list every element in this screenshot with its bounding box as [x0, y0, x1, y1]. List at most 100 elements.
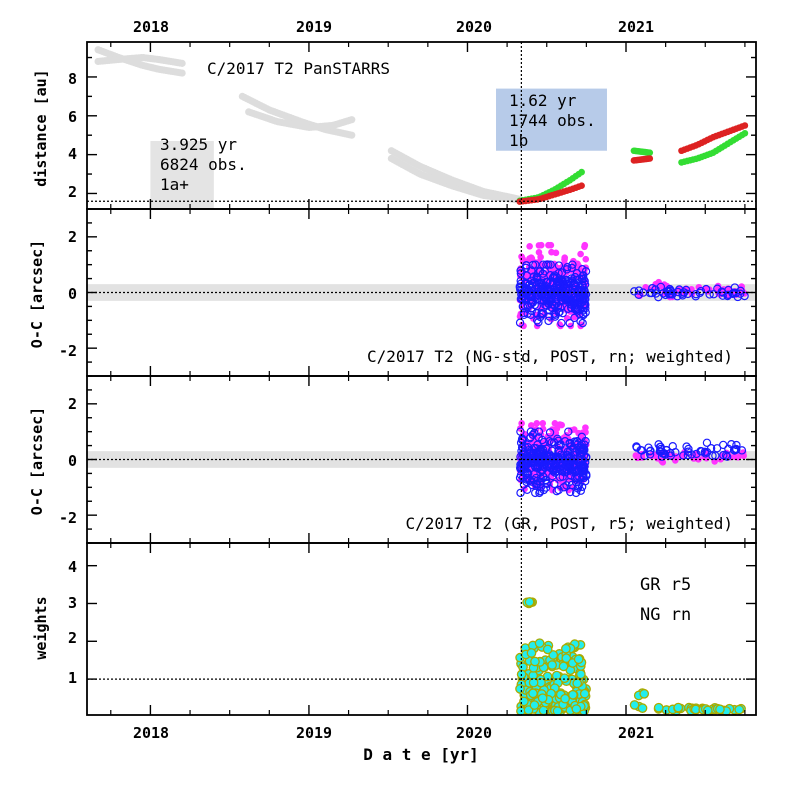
oc-point-p2-c0	[582, 424, 589, 431]
oc-point-p1-c0	[582, 255, 590, 263]
oc-point-p1-c1	[521, 294, 531, 303]
distance-point-s0-g0	[178, 69, 186, 77]
oc-point-p1-c1	[532, 308, 541, 318]
oc-point-p2-c0	[539, 420, 547, 427]
oc-point-p2-c3	[654, 440, 663, 449]
weight-point-c0	[579, 688, 590, 699]
oc-point-p2-c1	[536, 473, 545, 483]
oc-point-p1-c1	[572, 275, 581, 285]
oc-point-p1-c1	[546, 260, 555, 269]
oc-point-p2-c1	[554, 441, 563, 450]
oc-point-p2-c1	[539, 437, 549, 447]
oc-point-p2-c1	[518, 436, 527, 445]
oc-point-p2-c1	[561, 454, 571, 464]
oc-gr-annotation: C/2017 T2 (GR, POST, r5; weighted)	[405, 514, 733, 533]
box-1b-line-1: 1.62 yr	[509, 91, 577, 110]
oc-point-p2-c1	[575, 445, 584, 454]
oc-point-p1-c3	[656, 282, 666, 292]
legend-ng-rn: NG rn	[640, 605, 691, 625]
box-1a-line-2: 6824 obs.	[160, 155, 247, 174]
oc-point-p2-c1	[552, 464, 561, 474]
oc-point-p2-c1	[536, 477, 545, 487]
weight-point-c3	[653, 702, 664, 713]
oc-point-p2-c1	[554, 436, 563, 446]
oc-point-p1-c1	[567, 283, 577, 292]
oc-point-p2-c1	[551, 462, 561, 471]
oc-point-p1-c3	[701, 284, 711, 294]
y-tick-label-weights-2: 2	[68, 629, 77, 647]
oc-point-p1-c3	[651, 289, 661, 298]
oc-point-p1-c3	[666, 286, 675, 296]
oc-point-p1-c1	[555, 307, 564, 317]
oc-point-p1-c1	[515, 318, 525, 327]
box-1b-line-3: 1b	[509, 131, 528, 150]
oc-point-p2-c1	[539, 485, 548, 495]
weight-point-c0	[530, 656, 540, 667]
y-tick-label-oc-gr-2: 2	[68, 395, 77, 413]
weight-point-c0	[558, 661, 569, 672]
oc-point-p2-c1	[546, 459, 555, 469]
y-tick-label-weights-4: 4	[68, 558, 77, 576]
oc-point-p1-c1	[522, 271, 532, 280]
oc-point-p2-c3	[719, 440, 728, 450]
y-tick-label-distance-8: 8	[68, 70, 77, 88]
oc-point-p2-c1	[541, 476, 551, 485]
oc-point-p1-c0	[548, 248, 555, 256]
oc-point-p1-c1	[537, 308, 546, 318]
oc-point-p2-c0	[533, 420, 541, 427]
info-box-0	[150, 141, 214, 209]
y-tick-label-oc-ng-minus2: -2	[59, 342, 77, 360]
top-year-label-2021: 2021	[618, 18, 654, 36]
oc-point-p1-c1	[578, 297, 587, 306]
weight-point-c0	[534, 638, 545, 649]
distance-point-s0-g3	[348, 116, 356, 124]
box-1a-line-3: 1a+	[160, 175, 189, 194]
oc-point-p2-c1	[574, 480, 584, 490]
y-tick-label-distance-6: 6	[68, 108, 77, 126]
oc-point-p2-c1	[516, 463, 525, 472]
x-axis-title: D a t e [yr]	[363, 745, 479, 764]
oc-point-p1-c3	[634, 286, 644, 295]
oc-point-p2-c1	[522, 485, 532, 494]
weight-point-c0	[537, 693, 548, 704]
y-axis-title-oc-gr: O-C [arcsec]	[28, 407, 46, 515]
oc-point-p2-c1	[566, 487, 575, 497]
oc-point-p2-c3	[702, 438, 712, 447]
oc-point-p2-c1	[580, 462, 589, 471]
legend-gr-r5: GR r5	[640, 575, 691, 595]
oc-point-p1-c0	[577, 250, 584, 258]
y-tick-label-distance-2: 2	[68, 183, 77, 201]
info-box-1	[496, 88, 607, 151]
weight-point-c0	[542, 644, 553, 655]
oc-point-p1-c3	[696, 286, 706, 296]
oc-point-p1-c1	[550, 271, 559, 280]
oc-point-p2-c3	[666, 448, 675, 458]
oc-point-p2-c1	[526, 427, 536, 436]
oc-point-p2-c3	[732, 440, 741, 450]
oc-point-p1-c1	[565, 318, 574, 328]
oc-point-p2-c3	[702, 448, 712, 457]
oc-point-p1-c1	[568, 260, 577, 269]
oc-point-p2-c3	[683, 450, 693, 460]
oc-point-p1-c1	[567, 263, 576, 273]
oc-point-p1-c1	[578, 280, 587, 289]
oc-point-p2-c3	[719, 450, 728, 460]
oc-point-p2-c1	[577, 432, 587, 442]
oc-point-p1-c1	[559, 286, 568, 296]
oc-point-p1-c1	[540, 290, 550, 299]
weight-point-c0	[529, 700, 540, 710]
oc-point-p2-c1	[528, 480, 537, 490]
top-year-label-2018: 2018	[133, 18, 169, 36]
oc-point-p2-c1	[531, 488, 540, 498]
distance-point-s2-g0	[578, 182, 585, 189]
oc-point-p1-c1	[518, 302, 528, 311]
oc-point-p2-c3	[682, 442, 691, 451]
oc-point-p2-c3	[645, 450, 655, 459]
oc-point-p2-c1	[560, 465, 569, 475]
weight-point-c0	[568, 689, 578, 700]
weight-point-c0	[515, 683, 525, 694]
oc-point-p2-c0	[527, 422, 535, 429]
weight-point-c0	[560, 693, 570, 704]
oc-point-p2-c1	[545, 450, 554, 459]
oc-point-p1-c1	[522, 288, 531, 297]
